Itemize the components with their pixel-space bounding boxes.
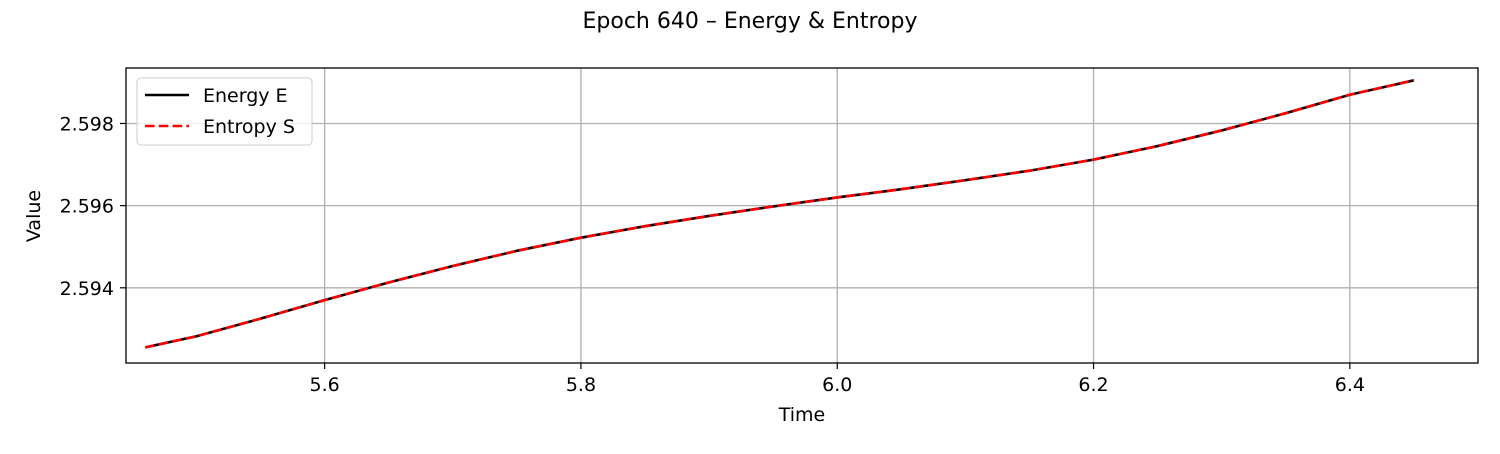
x-tick-label: 6.4 bbox=[1335, 374, 1365, 396]
y-tick-label: 2.594 bbox=[60, 278, 114, 300]
x-tick-label: 5.6 bbox=[310, 374, 340, 396]
y-axis-label: Value bbox=[23, 190, 45, 242]
y-axis-ticks: 2.594 2.596 2.598 bbox=[60, 113, 126, 300]
legend-label-entropy: Entropy S bbox=[203, 116, 295, 138]
x-axis-label: Time bbox=[778, 404, 826, 426]
series-layer bbox=[144, 79, 1415, 349]
series-line-entropy bbox=[144, 79, 1415, 349]
plot-area-frame bbox=[125, 67, 1479, 364]
legend: Energy E Entropy S bbox=[136, 77, 313, 146]
x-tick-label: 6.2 bbox=[1078, 374, 1108, 396]
x-axis-ticks: 5.6 5.8 6.0 6.2 6.4 bbox=[310, 363, 1365, 396]
x-tick-label: 5.8 bbox=[566, 374, 596, 396]
legend-label-energy: Energy E bbox=[203, 85, 288, 107]
chart-title: Epoch 640 – Energy & Entropy bbox=[583, 9, 918, 34]
y-tick-label: 2.598 bbox=[60, 113, 114, 135]
grid-lines bbox=[126, 68, 1478, 363]
y-tick-label: 2.596 bbox=[60, 196, 114, 218]
x-tick-label: 6.0 bbox=[822, 374, 852, 396]
